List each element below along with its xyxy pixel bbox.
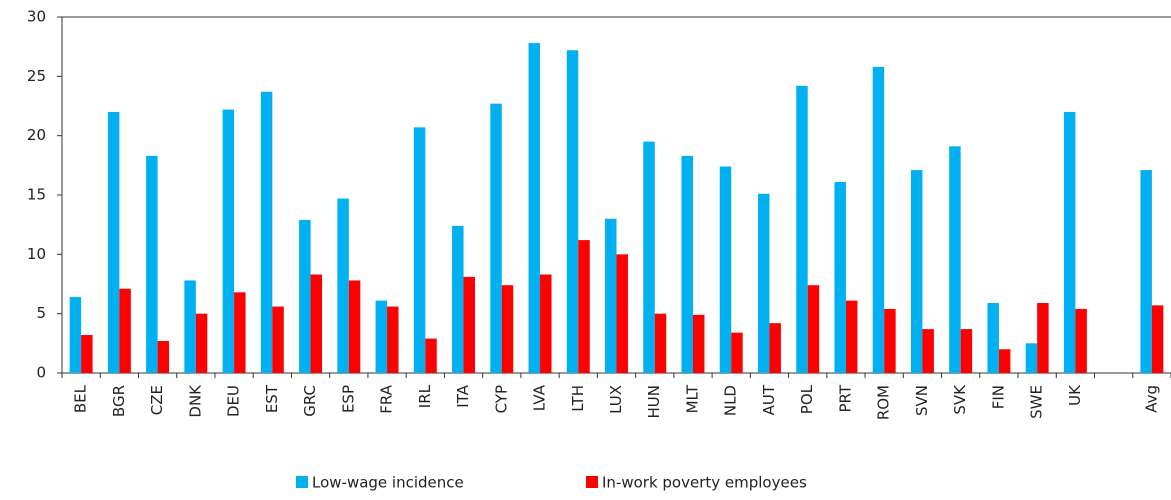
legend: Low-wage incidence In-work poverty employ… (296, 474, 807, 492)
y-tick-label: 20 (27, 126, 46, 144)
x-tick-label: ROM (875, 385, 893, 420)
bar (949, 146, 961, 373)
bar (107, 111, 120, 373)
bar (605, 218, 617, 373)
x-tick-label: AUT (760, 384, 778, 415)
legend-label: Low-wage incidence (312, 474, 464, 492)
x-tick-label: FRA (378, 384, 396, 413)
x-tick-label: ITA (454, 384, 472, 407)
x-tick-label: SVN (913, 385, 931, 416)
bar (528, 43, 541, 374)
bar (578, 240, 590, 373)
x-tick-label: MLT (683, 384, 701, 413)
bar (1140, 170, 1152, 373)
x-tick-label: Avg (1142, 385, 1160, 413)
bar (195, 313, 208, 373)
bar (81, 335, 93, 373)
x-tick-label: SVK (951, 384, 969, 415)
bar (1063, 111, 1076, 373)
bar (452, 225, 464, 373)
x-tick-label: LUX (607, 385, 625, 414)
y-tick-label: 10 (27, 245, 46, 263)
bar (1037, 302, 1049, 373)
bar (425, 338, 437, 373)
bar (337, 198, 349, 373)
bar (654, 313, 667, 373)
bar (1075, 308, 1087, 373)
bar (463, 276, 476, 373)
legend-swatch (586, 476, 598, 488)
x-tick-label: ESP (339, 385, 357, 413)
bar (643, 141, 655, 373)
x-tick-label: BGR (110, 385, 128, 417)
x-tick-label: FIN (989, 385, 1007, 409)
x-tick-label: PRT (836, 384, 854, 412)
x-tick-label: CZE (148, 385, 166, 415)
bar (540, 274, 552, 373)
bar (272, 306, 284, 373)
legend-label: In-work poverty employees (602, 474, 807, 492)
bar (299, 219, 311, 373)
x-tick-label: SWE (1028, 385, 1046, 419)
bar (413, 127, 426, 373)
bar (960, 329, 973, 373)
bar (1151, 305, 1164, 373)
x-tick-label: GRC (301, 385, 319, 417)
bar (119, 288, 131, 373)
bar (260, 91, 273, 373)
y-tick-label: 0 (36, 364, 46, 382)
x-tick-label: LVA (531, 384, 549, 411)
y-tick-label: 25 (27, 67, 46, 85)
bar (807, 285, 820, 373)
bar (884, 308, 896, 373)
bar (719, 166, 732, 373)
bar (987, 302, 999, 373)
x-tick-label: NLD (722, 385, 740, 416)
bar (681, 155, 693, 373)
x-tick-label: POL (798, 384, 816, 414)
bar (348, 280, 361, 373)
bar (69, 297, 82, 373)
x-tick-label: LTH (569, 385, 587, 412)
bar (490, 103, 502, 374)
bar (692, 314, 705, 373)
y-tick-label: 15 (27, 186, 46, 204)
bar (387, 306, 399, 373)
legend-swatch (296, 476, 308, 488)
bar (501, 285, 514, 373)
x-tick-label: EST (263, 384, 281, 413)
bar (184, 280, 196, 373)
x-tick-label: DEU (225, 385, 243, 417)
bar (566, 50, 579, 374)
bar (910, 170, 923, 373)
bar (834, 181, 846, 373)
bar (845, 300, 858, 373)
x-tick-label: DNK (186, 384, 204, 418)
x-tick-label: BEL (72, 384, 90, 413)
x-tick-label: CYP (492, 385, 510, 413)
bar (757, 193, 770, 373)
bar (310, 274, 323, 373)
x-tick-label: HUN (645, 385, 663, 418)
bar (796, 85, 808, 374)
bar (616, 254, 628, 373)
bar (234, 292, 246, 373)
bar (146, 155, 158, 373)
bar (157, 340, 170, 373)
bar (731, 332, 743, 373)
bar (222, 109, 235, 373)
bar (375, 300, 388, 373)
bar (1025, 343, 1038, 373)
y-tick-label: 5 (36, 304, 46, 322)
x-tick-label: IRL (416, 384, 434, 408)
bar (998, 349, 1011, 373)
x-tick-label: UK (1066, 384, 1084, 406)
bar (922, 329, 934, 373)
bar (872, 66, 885, 373)
bar (769, 323, 781, 373)
y-tick-label: 30 (27, 8, 46, 26)
